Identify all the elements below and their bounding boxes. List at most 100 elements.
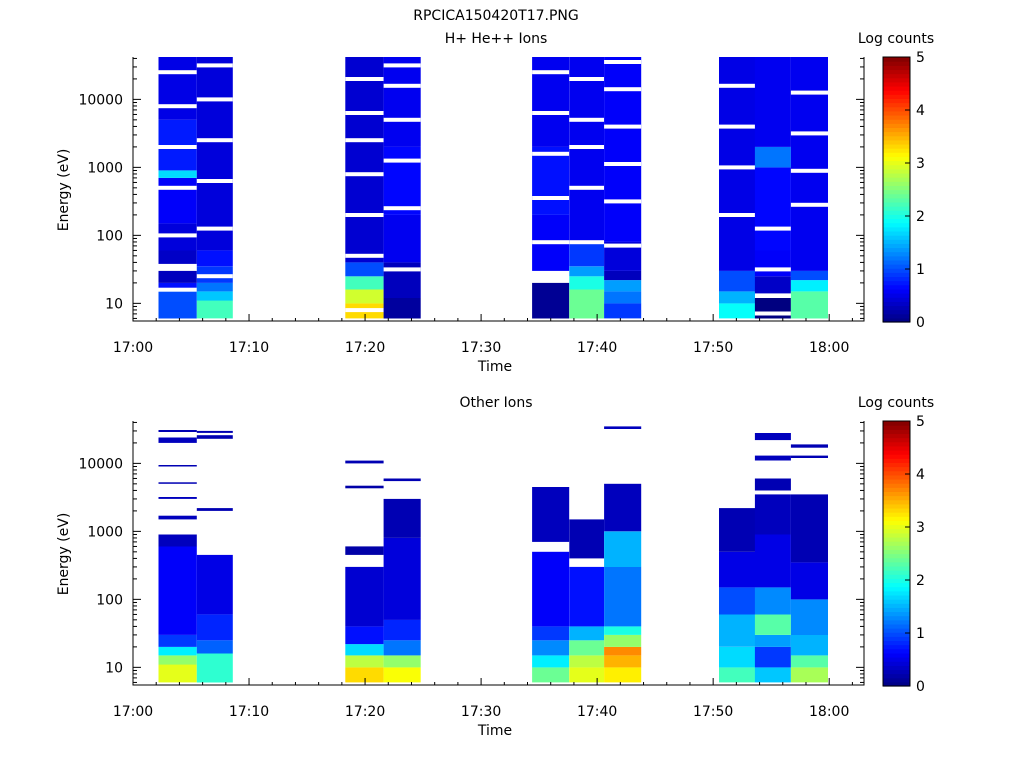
colorbar-segment bbox=[883, 483, 910, 488]
spectrogram-cell bbox=[754, 57, 791, 147]
colorbar-segment bbox=[883, 661, 910, 666]
spectrogram-cell bbox=[196, 282, 233, 292]
colorbar-segment bbox=[883, 586, 910, 592]
plot-frame bbox=[132, 57, 865, 322]
colorbar-segment bbox=[883, 69, 910, 75]
spectrogram-cell bbox=[532, 640, 570, 656]
empty-energy-bin bbox=[383, 158, 421, 163]
spectrogram-cell bbox=[604, 280, 642, 292]
colorbar-segment bbox=[883, 445, 910, 451]
spectrogram-cell bbox=[754, 478, 791, 491]
colorbar-segment bbox=[883, 462, 910, 468]
colorbar-segment bbox=[883, 437, 910, 443]
colorbar-tick-label: 3 bbox=[916, 156, 925, 172]
empty-energy-bin bbox=[345, 253, 384, 258]
spectrogram-cell bbox=[604, 646, 642, 656]
colorbar-label: Log counts bbox=[858, 395, 934, 411]
empty-energy-bin bbox=[790, 168, 828, 173]
spectrogram-cell bbox=[790, 562, 828, 600]
data-column bbox=[604, 426, 642, 683]
spectrogram-cell bbox=[345, 667, 384, 683]
colorbar-segment bbox=[883, 487, 910, 492]
spectrogram-cell bbox=[790, 655, 828, 668]
colorbar-segment bbox=[883, 135, 910, 141]
colorbar-segment bbox=[883, 652, 910, 658]
y-tick-label: 100 bbox=[96, 228, 123, 244]
colorbar-segment bbox=[883, 268, 910, 273]
spectrogram-cell bbox=[604, 483, 642, 532]
spectrogram-cell bbox=[532, 626, 570, 641]
x-axis-label: Time bbox=[477, 723, 512, 739]
colorbar-segment bbox=[883, 470, 910, 476]
colorbar-segment bbox=[883, 201, 910, 207]
x-tick-label: 17:30 bbox=[461, 340, 501, 356]
colorbar-segment bbox=[883, 57, 910, 62]
data-column bbox=[569, 519, 605, 683]
spectrogram-cell bbox=[532, 282, 570, 319]
colorbar-segment bbox=[883, 218, 910, 224]
colorbar-segment bbox=[883, 578, 910, 584]
data-column bbox=[383, 478, 421, 683]
colorbar-segment bbox=[883, 474, 910, 480]
colorbar-tick-label: 5 bbox=[916, 50, 925, 66]
y-axis-label: Energy (eV) bbox=[56, 149, 72, 232]
colorbar-segment bbox=[883, 139, 910, 145]
empty-energy-bin bbox=[345, 77, 384, 81]
empty-energy-bin bbox=[383, 267, 421, 272]
spectrogram-cell bbox=[158, 170, 197, 178]
colorbar-segment bbox=[883, 301, 910, 307]
colorbar-segment bbox=[883, 524, 910, 530]
spectrogram-cell bbox=[604, 291, 642, 304]
data-column bbox=[719, 508, 755, 683]
empty-energy-bin bbox=[790, 202, 828, 207]
empty-energy-bin bbox=[158, 287, 197, 292]
panel-title: H+ He++ Ions bbox=[445, 31, 548, 47]
empty-energy-bin bbox=[158, 185, 197, 190]
x-tick-label: 17:10 bbox=[229, 704, 269, 720]
colorbar-segment bbox=[883, 94, 910, 100]
colorbar-tick-label: 4 bbox=[916, 103, 925, 119]
empty-energy-bin bbox=[532, 196, 570, 200]
spectrogram-cell bbox=[719, 587, 755, 615]
empty-energy-bin bbox=[532, 277, 570, 282]
colorbar-segment bbox=[883, 681, 910, 687]
colorbar-segment bbox=[883, 156, 910, 162]
spectrogram-cell bbox=[345, 262, 384, 277]
colorbar-segment bbox=[883, 557, 910, 563]
empty-energy-bin bbox=[604, 87, 642, 92]
panel-other-ions: Other Ions 17:00 17:10 17:20 17:30 17:40 17:5… bbox=[56, 395, 934, 739]
spectrogram-cell bbox=[604, 270, 642, 281]
colorbar-segment bbox=[883, 669, 910, 675]
colorbar-segment bbox=[883, 123, 910, 128]
colorbar-segment bbox=[883, 164, 910, 170]
colorbar-segment bbox=[883, 549, 910, 555]
x-tick-label: 18:00 bbox=[809, 340, 849, 356]
empty-energy-bin bbox=[604, 243, 642, 248]
colorbar-segment bbox=[883, 297, 910, 302]
spectrogram-cells bbox=[158, 36, 828, 360]
spectrogram-cell bbox=[345, 566, 384, 627]
spectrogram-cell bbox=[383, 214, 421, 263]
spectrogram-cell bbox=[569, 667, 605, 683]
colorbar-segment bbox=[883, 677, 910, 683]
spectrogram-cell bbox=[790, 291, 828, 319]
spectrogram-cell bbox=[196, 57, 233, 251]
colorbar-segment bbox=[883, 131, 910, 137]
spectrogram-cell bbox=[790, 494, 828, 563]
colorbar-segment bbox=[883, 640, 910, 646]
spectrogram-cell bbox=[719, 270, 755, 292]
empty-energy-bin bbox=[345, 213, 384, 217]
colorbar-segment bbox=[883, 512, 910, 517]
data-column bbox=[196, 430, 233, 683]
colorbar-segment bbox=[883, 590, 910, 596]
colorbar-frame bbox=[882, 56, 911, 323]
spectrogram-cell bbox=[383, 498, 421, 538]
empty-energy-bin bbox=[532, 111, 570, 115]
spectrogram-cell bbox=[754, 667, 791, 683]
x-tick-label: 17:00 bbox=[113, 340, 153, 356]
colorbar-segment bbox=[883, 317, 910, 323]
spectrogram-cell bbox=[196, 614, 233, 641]
spectrogram-cell bbox=[532, 487, 570, 542]
y-tick-label: 10000 bbox=[78, 92, 123, 108]
x-tick-label: 17:30 bbox=[461, 704, 501, 720]
